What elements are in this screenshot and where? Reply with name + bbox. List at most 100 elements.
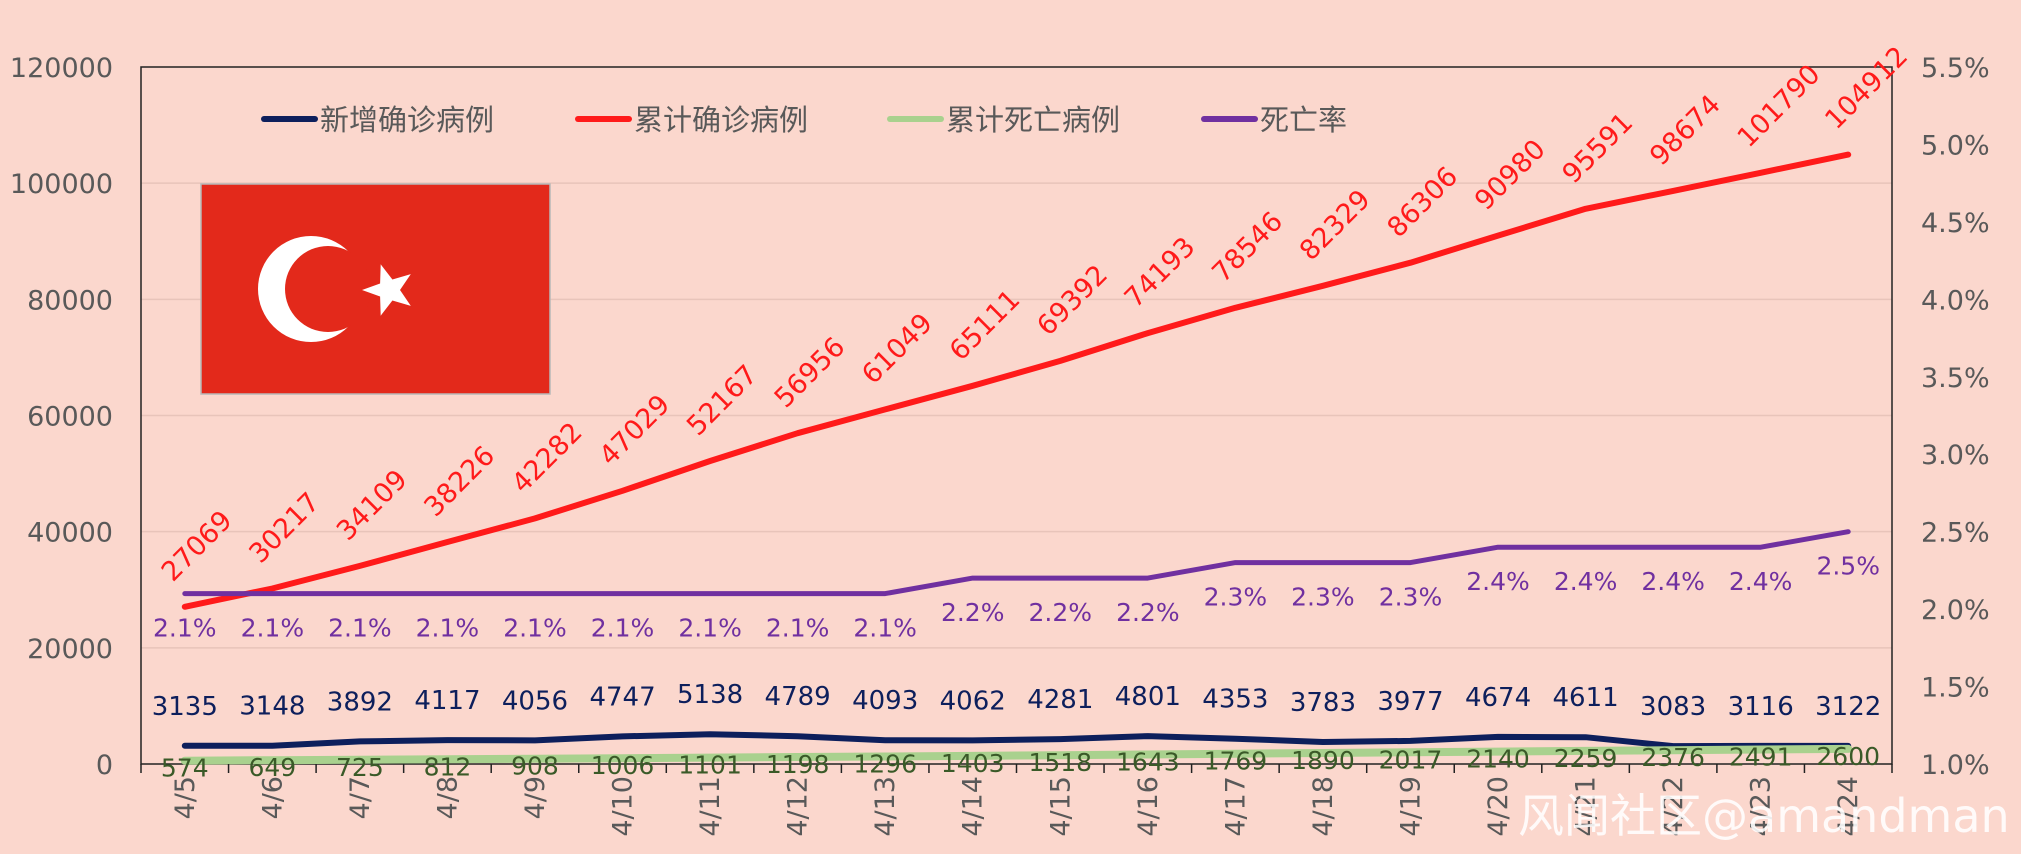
data-label-new-cases: 4801 (1115, 682, 1181, 712)
data-label-deaths: 2259 (1554, 744, 1618, 773)
data-label-cumulative-cases: 56956 (769, 331, 852, 414)
data-label-new-cases: 3783 (1290, 688, 1356, 718)
data-label-deaths: 2376 (1641, 743, 1705, 772)
data-label-cumulative-cases: 42282 (506, 417, 589, 500)
data-label-cumulative-cases: 30217 (243, 487, 326, 570)
data-label-deaths: 649 (248, 753, 296, 782)
data-label-cumulative-cases: 34109 (331, 464, 414, 547)
x-tick-label: 4/5 (170, 776, 201, 819)
x-tick-label: 4/11 (695, 776, 726, 837)
data-label-death-rate: 2.4% (1554, 567, 1618, 596)
x-tick-label: 4/7 (345, 776, 376, 819)
data-label-death-rate: 2.1% (503, 614, 567, 643)
flag-crescent-inner (285, 246, 371, 332)
data-label-death-rate: 2.2% (1029, 598, 1093, 627)
legend-label: 新增确诊病例 (320, 103, 494, 137)
data-label-cumulative-cases: 47029 (594, 389, 677, 472)
flag-star (362, 264, 411, 316)
data-label-death-rate: 2.2% (941, 598, 1005, 627)
data-label-cumulative-cases: 82329 (1294, 184, 1377, 267)
data-label-new-cases: 4117 (414, 686, 480, 716)
series-line (182, 529, 1851, 597)
y-tick-label-left: 120000 (10, 53, 113, 84)
data-label-death-rate: 2.4% (1466, 567, 1530, 596)
data-label-deaths: 1198 (766, 750, 830, 779)
data-label-death-rate: 2.1% (678, 614, 742, 643)
data-label-new-cases: 4747 (589, 682, 655, 712)
data-label-new-cases: 3083 (1640, 692, 1706, 722)
data-label-new-cases: 3122 (1815, 692, 1881, 722)
data-label-deaths: 2140 (1466, 745, 1530, 774)
data-labels: 3135 3148 3892 4117 4056 4747 5138 4789 4093 4062… (152, 41, 1914, 783)
data-label-cumulative-cases: 101790 (1732, 59, 1827, 154)
y-tick-label-right: 4.5% (1921, 208, 1990, 239)
data-label-death-rate: 2.1% (853, 614, 917, 643)
data-label-cumulative-cases: 104912 (1819, 41, 1914, 136)
data-label-new-cases: 4056 (502, 686, 568, 716)
x-tick-label: 4/16 (1133, 776, 1164, 837)
x-tick-label: 4/19 (1395, 776, 1426, 837)
data-label-new-cases: 4281 (1027, 685, 1093, 715)
data-label-death-rate: 2.5% (1816, 552, 1880, 581)
y-tick-label-right: 1.5% (1921, 673, 1990, 704)
data-label-new-cases: 4674 (1465, 683, 1531, 713)
data-label-cumulative-cases: 74193 (1119, 231, 1202, 314)
data-label-cumulative-cases: 52167 (681, 359, 764, 442)
y-tick-label-right: 3.0% (1921, 440, 1990, 471)
x-tick-label: 4/9 (520, 776, 551, 819)
y-tick-label-right: 3.5% (1921, 363, 1990, 394)
data-label-new-cases: 4062 (940, 686, 1006, 716)
x-tick-label: 4/15 (1045, 776, 1076, 837)
x-tick-label: 4/12 (783, 776, 814, 837)
x-tick-label: 4/23 (1746, 776, 1777, 837)
data-label-deaths: 1518 (1028, 748, 1092, 777)
y-tick-label-right: 5.0% (1921, 130, 1990, 161)
data-label-cumulative-cases: 65111 (944, 284, 1027, 367)
y-tick-label-right: 1.0% (1921, 750, 1990, 781)
data-label-cumulative-cases: 90980 (1469, 134, 1552, 217)
data-label-new-cases: 4789 (765, 682, 831, 712)
data-label-new-cases: 5138 (677, 680, 743, 710)
data-label-death-rate: 2.3% (1379, 583, 1443, 612)
data-label-death-rate: 2.1% (153, 614, 217, 643)
data-label-deaths: 1296 (853, 749, 917, 778)
series-line (181, 151, 1852, 610)
data-label-death-rate: 2.1% (241, 614, 305, 643)
data-label-deaths: 2600 (1816, 742, 1880, 771)
y-tick-label-left: 0 (96, 750, 113, 781)
data-label-cumulative-cases: 38226 (418, 440, 501, 523)
data-label-deaths: 1643 (1116, 747, 1180, 776)
x-tick-label: 4/14 (958, 776, 989, 837)
x-tick-label: 4/10 (608, 776, 639, 837)
data-label-deaths: 1101 (678, 751, 742, 780)
data-label-cumulative-cases: 61049 (856, 308, 939, 391)
axes: 0 20000 40000 60000 80000 100000 120000 1.0% 1.5… (10, 53, 1990, 837)
data-label-cumulative-cases: 78546 (1206, 206, 1289, 289)
x-tick-label: 4/24 (1833, 776, 1864, 837)
data-label-new-cases: 3977 (1377, 687, 1443, 717)
data-label-deaths: 1403 (941, 749, 1005, 778)
data-label-deaths: 812 (424, 752, 472, 781)
series-lines (180, 151, 1853, 765)
data-label-cumulative-cases: 98674 (1644, 89, 1727, 172)
legend-label: 死亡率 (1260, 103, 1347, 137)
x-tick-label: 4/18 (1308, 776, 1339, 837)
y-tick-label-right: 2.0% (1921, 595, 1990, 626)
data-label-new-cases: 4093 (852, 686, 918, 716)
y-tick-label-left: 20000 (27, 634, 113, 665)
data-label-death-rate: 2.3% (1291, 583, 1355, 612)
data-label-death-rate: 2.1% (766, 614, 830, 643)
data-label-cumulative-cases: 27069 (156, 505, 239, 588)
data-label-new-cases: 3892 (327, 687, 393, 717)
legend-label: 累计死亡病例 (946, 103, 1120, 137)
x-tick-label: 4/21 (1571, 776, 1602, 837)
x-tick-label: 4/20 (1483, 776, 1514, 837)
y-tick-label-right: 2.5% (1921, 518, 1990, 549)
data-label-cumulative-cases: 86306 (1382, 161, 1465, 244)
watermark: 风闻社区@amandman (1518, 789, 2010, 843)
y-tick-label-right: 4.0% (1921, 285, 1990, 316)
x-tick-label: 4/6 (257, 776, 288, 819)
y-tick-label-left: 100000 (10, 169, 113, 200)
data-label-deaths: 2017 (1379, 745, 1443, 774)
